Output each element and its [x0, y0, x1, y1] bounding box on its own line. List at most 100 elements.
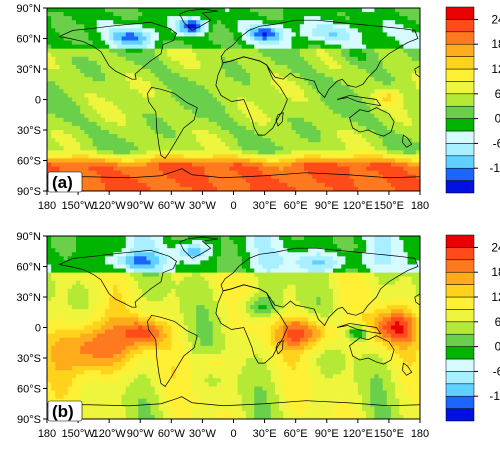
field-cell: [250, 77, 255, 82]
field-cell: [287, 97, 292, 102]
field-cell: [76, 97, 81, 102]
field-cell: [76, 40, 81, 45]
field-cell: [341, 81, 346, 86]
field-cell: [378, 264, 384, 269]
field-cell: [353, 24, 359, 29]
field-cell: [76, 236, 81, 241]
field-cell: [100, 134, 106, 139]
field-cell: [163, 8, 168, 13]
field-cell: [353, 52, 359, 58]
field-cell: [395, 178, 400, 184]
field-cell: [283, 48, 288, 54]
field-cell: [374, 40, 379, 45]
field-cell: [390, 248, 396, 253]
field-cell: [415, 256, 420, 261]
field-cell: [76, 121, 81, 127]
field-cell: [399, 186, 404, 191]
field-cell: [349, 268, 355, 273]
field-cell: [200, 60, 205, 66]
field-cell: [134, 162, 139, 167]
field-cell: [51, 81, 56, 86]
field-cell: [80, 73, 85, 78]
field-cell: [117, 244, 122, 249]
field-cell: [183, 117, 189, 123]
field-cell: [117, 77, 122, 82]
field-cell: [266, 81, 272, 86]
field-cell: [395, 117, 400, 123]
field-cell: [390, 8, 396, 13]
field-cell: [266, 138, 272, 143]
field-cell: [308, 105, 313, 111]
field-cell: [150, 60, 156, 66]
field-cell: [241, 117, 247, 123]
field-cell: [146, 24, 152, 29]
field-cell: [134, 93, 139, 98]
field-cell: [378, 93, 384, 98]
field-cell: [237, 162, 243, 167]
field-cell: [357, 89, 363, 94]
field-cell: [386, 16, 392, 21]
field-cell: [92, 32, 98, 37]
field-cell: [100, 130, 106, 135]
field-cell: [386, 134, 392, 139]
field-cell: [158, 113, 164, 119]
field-cell: [208, 64, 214, 70]
field-cell: [374, 32, 379, 37]
field-cell: [382, 77, 388, 82]
field-cell: [55, 24, 60, 29]
field-cell: [262, 93, 268, 98]
field-cell: [266, 117, 272, 123]
field-cell: [258, 174, 263, 180]
field-cell: [100, 252, 106, 257]
field-cell: [125, 264, 131, 269]
field-cell: [349, 28, 355, 33]
field-cell: [233, 154, 239, 159]
field-cell: [67, 77, 73, 82]
field-cell: [55, 158, 60, 163]
field-cell: [76, 146, 81, 151]
field-cell: [295, 240, 301, 245]
field-cell: [332, 272, 338, 278]
field-cell: [332, 109, 338, 115]
field-cell: [324, 16, 330, 21]
field-cell: [411, 182, 417, 188]
field-cell: [245, 264, 251, 269]
field-cell: [146, 40, 152, 45]
field-cell: [154, 73, 160, 78]
field-cell: [142, 272, 147, 278]
field-cell: [237, 248, 243, 253]
field-cell: [366, 162, 371, 167]
field-cell: [142, 244, 147, 249]
field-cell: [370, 186, 375, 191]
field-cell: [361, 248, 367, 253]
field-cell: [254, 162, 259, 167]
field-cell: [395, 85, 400, 90]
field-cell: [125, 69, 131, 74]
field-cell: [324, 109, 330, 115]
field-cell: [328, 28, 334, 33]
field-cell: [245, 93, 251, 98]
field-cell: [51, 138, 56, 143]
field-cell: [395, 12, 400, 17]
field-cell: [303, 252, 309, 257]
field-cell: [96, 125, 102, 131]
field-cell: [320, 28, 326, 33]
field-cell: [357, 174, 363, 180]
field-cell: [258, 93, 263, 98]
field-cell: [225, 113, 230, 119]
field-cell: [154, 12, 160, 17]
field-cell: [254, 12, 259, 17]
field-cell: [345, 56, 350, 62]
field-cell: [51, 252, 56, 257]
field-cell: [158, 260, 164, 265]
field-cell: [192, 130, 197, 135]
field-cell: [59, 48, 64, 54]
field-cell: [55, 272, 60, 278]
field-cell: [204, 36, 210, 41]
field-cell: [386, 117, 392, 123]
field-cell: [179, 186, 185, 191]
field-cell: [150, 178, 156, 184]
field-cell: [386, 89, 392, 94]
field-cell: [171, 77, 176, 82]
field-cell: [200, 28, 205, 33]
